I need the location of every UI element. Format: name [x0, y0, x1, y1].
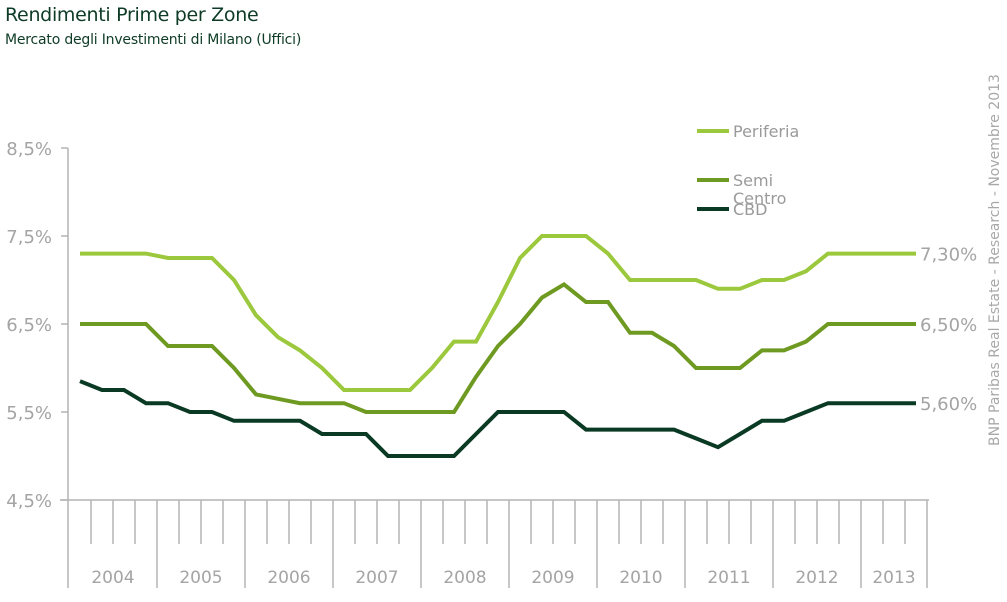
- end-labels: 7,30% 6,50% 5,60%: [920, 245, 977, 416]
- year-label: 2012: [795, 568, 838, 588]
- series-line-periferia: [80, 234, 916, 392]
- year-label: 2008: [443, 568, 486, 588]
- legend-label: Centro: [733, 189, 786, 208]
- series-line-cbd: [79, 379, 916, 458]
- year-label: 2009: [531, 568, 574, 588]
- legend-label: Semi: [733, 171, 773, 190]
- year-label: 2011: [707, 568, 750, 588]
- end-value-label: 6,50%: [920, 315, 977, 336]
- chart-subtitle: Mercato degli Investimenti di Milano (Uf…: [5, 32, 302, 48]
- year-label: 2013: [872, 568, 915, 588]
- end-value-label: 5,60%: [920, 394, 977, 415]
- y-tick-label: 8,5%: [6, 139, 52, 160]
- year-label: 2004: [91, 568, 134, 588]
- year-label: 2010: [619, 568, 662, 588]
- y-tick-label: 5,5%: [6, 403, 52, 424]
- x-axis: 2004 2005 2006 2007 2008 2009 2010 2011 2012 2013: [90, 500, 928, 588]
- year-label: 2006: [267, 568, 310, 588]
- axes: [60, 148, 929, 588]
- end-value-label: 7,30%: [920, 245, 977, 266]
- y-tick-label: 7,5%: [6, 227, 52, 248]
- legend-label: Periferia: [733, 122, 799, 141]
- year-label: 2005: [179, 568, 222, 588]
- series-line-semi-centro: [80, 281, 916, 414]
- y-tick-label: 4,5%: [6, 491, 52, 512]
- legend-label: CBD: [733, 200, 767, 219]
- y-tick-label: 6,5%: [6, 315, 52, 336]
- y-ticks: 4,5% 5,5% 6,5% 7,5% 8,5%: [6, 139, 68, 512]
- series-lines: [79, 234, 916, 458]
- year-label: 2007: [355, 568, 398, 588]
- chart-title: Rendimenti Prime per Zone: [5, 4, 259, 26]
